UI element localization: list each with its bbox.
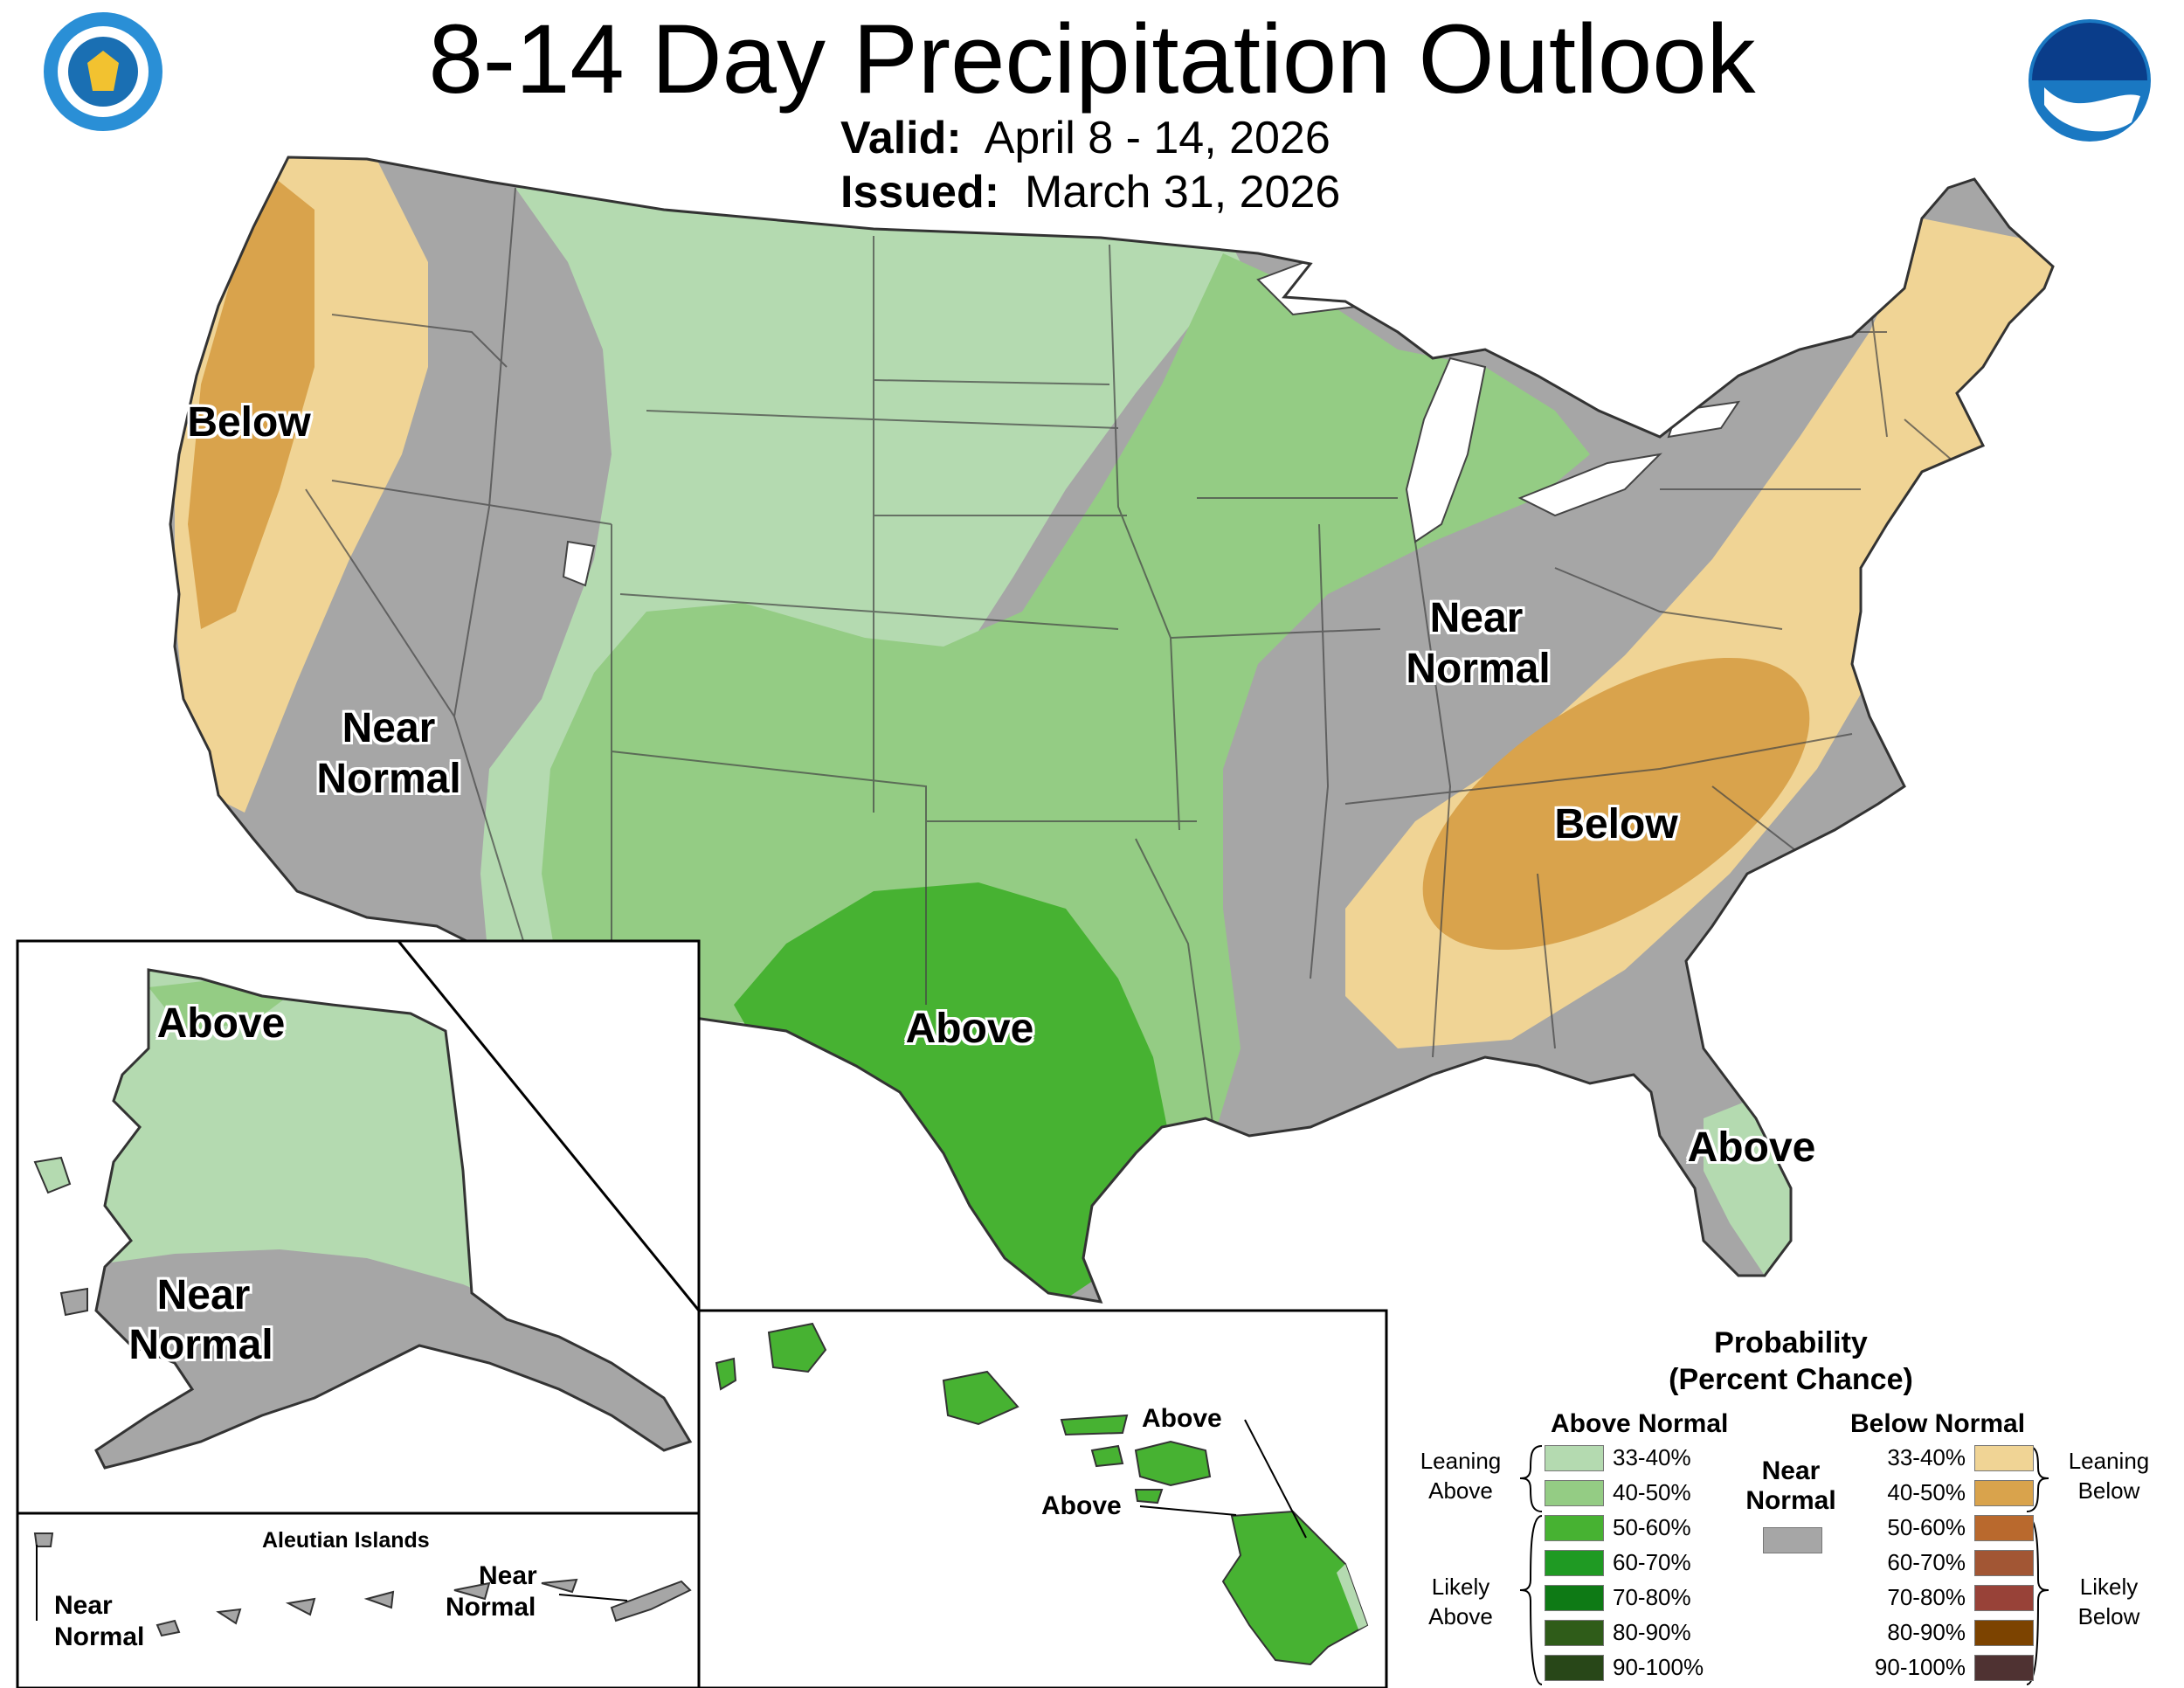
legend-label-above-2: 40-50% xyxy=(1613,1479,1691,1505)
legend-label-below-3: 50-60% xyxy=(1887,1514,1966,1540)
legend-swatch-below-1 xyxy=(1974,1445,2034,1471)
legend-leaning-below-1: Leaning xyxy=(2068,1448,2150,1474)
label-alaska-near-1: Near xyxy=(156,1272,251,1318)
issued-label: Issued: xyxy=(840,167,1000,218)
legend-leaning-above-2: Above xyxy=(1428,1477,1493,1504)
label-florida-above: Above xyxy=(1687,1124,1816,1171)
legend-near-1: Near xyxy=(1761,1456,1821,1485)
aleutian-near-left-2: Normal xyxy=(54,1622,145,1651)
legend-label-below-1: 33-40% xyxy=(1887,1444,1966,1470)
label-west-below: Below xyxy=(187,399,311,446)
legend-label-above-4: 60-70% xyxy=(1613,1549,1691,1575)
legend-swatch-above-1 xyxy=(1545,1445,1604,1471)
aleutian-near-right-2: Normal xyxy=(446,1593,536,1622)
issued-value: March 31, 2026 xyxy=(1024,167,1341,218)
legend-label-above-5: 70-80% xyxy=(1613,1584,1691,1610)
label-east-near-2: Normal xyxy=(1406,646,1551,692)
valid-value: April 8 - 14, 2026 xyxy=(984,113,1330,163)
legend-swatch-above-4 xyxy=(1545,1550,1604,1576)
valid-line: Valid: April 8 - 14, 2026 xyxy=(840,112,1330,164)
label-west-near-1: Near xyxy=(342,705,436,751)
legend-label-above-7: 90-100% xyxy=(1613,1654,1704,1680)
legend-label-below-6: 80-90% xyxy=(1887,1619,1966,1645)
legend-below-header: Below Normal xyxy=(1850,1409,2026,1438)
legend-likely-below-2: Below xyxy=(2077,1603,2140,1629)
legend-label-above-3: 50-60% xyxy=(1613,1514,1691,1540)
legend-swatch-below-2 xyxy=(1974,1480,2034,1506)
legend-swatch-above-5 xyxy=(1545,1585,1604,1611)
hawaii-above-1: Above xyxy=(1142,1404,1222,1433)
label-southeast-below: Below xyxy=(1554,801,1678,847)
hawaii-islands xyxy=(715,1322,1369,1666)
legend-swatch-below-3 xyxy=(1974,1515,2034,1541)
legend-above-header: Above Normal xyxy=(1551,1409,1729,1438)
legend-likely-below-1: Likely xyxy=(2079,1574,2139,1600)
legend-swatch-below-5 xyxy=(1974,1585,2034,1611)
aleutian-title: Aleutian Islands xyxy=(262,1528,430,1553)
legend-leaning-below-2: Below xyxy=(2077,1477,2140,1504)
legend-brackets xyxy=(1519,1445,2049,1685)
legend-title-2: (Percent Chance) xyxy=(1669,1363,1913,1396)
legend-label-above-6: 80-90% xyxy=(1613,1619,1691,1645)
noaa-logo xyxy=(2028,19,2151,142)
page-title: 8-14 Day Precipitation Outlook xyxy=(428,4,1756,114)
legend-swatch-below-7 xyxy=(1974,1655,2034,1681)
valid-label: Valid: xyxy=(840,113,962,163)
legend-label-below-2: 40-50% xyxy=(1887,1479,1966,1505)
label-alaska-above: Above xyxy=(156,1000,286,1047)
legend-title-1: Probability xyxy=(1714,1326,1868,1359)
legend-swatch-above-6 xyxy=(1545,1620,1604,1646)
legend-near-2: Normal xyxy=(1745,1486,1836,1515)
label-texas-above: Above xyxy=(905,1006,1034,1052)
legend-label-below-4: 60-70% xyxy=(1887,1549,1966,1575)
commerce-seal xyxy=(44,12,162,131)
label-east-near-1: Near xyxy=(1429,595,1524,641)
aleutian-near-left-1: Near xyxy=(54,1591,113,1620)
legend-swatch-below-4 xyxy=(1974,1550,2034,1576)
legend-swatch-below-6 xyxy=(1974,1620,2034,1646)
aleutian-chain xyxy=(33,1532,692,1637)
issued-line: Issued: March 31, 2026 xyxy=(840,166,1340,218)
legend-swatch-above-3 xyxy=(1545,1515,1604,1541)
legend-label-below-5: 70-80% xyxy=(1887,1584,1966,1610)
legend-leaning-above-1: Leaning xyxy=(1420,1448,1502,1474)
label-west-near-2: Normal xyxy=(316,756,461,802)
legend-label-above-1: 33-40% xyxy=(1613,1444,1691,1470)
legend-swatch-above-2 xyxy=(1545,1480,1604,1506)
aleutian-near-right-1: Near xyxy=(479,1561,537,1590)
label-alaska-near-2: Normal xyxy=(128,1322,273,1368)
legend-likely-above-2: Above xyxy=(1428,1603,1493,1629)
legend-label-below-7: 90-100% xyxy=(1874,1654,1966,1680)
hawaii-above-2: Above xyxy=(1041,1491,1122,1520)
legend-swatch-near-normal xyxy=(1763,1527,1822,1553)
legend-likely-above-1: Likely xyxy=(1431,1574,1490,1600)
legend-swatch-above-7 xyxy=(1545,1655,1604,1681)
